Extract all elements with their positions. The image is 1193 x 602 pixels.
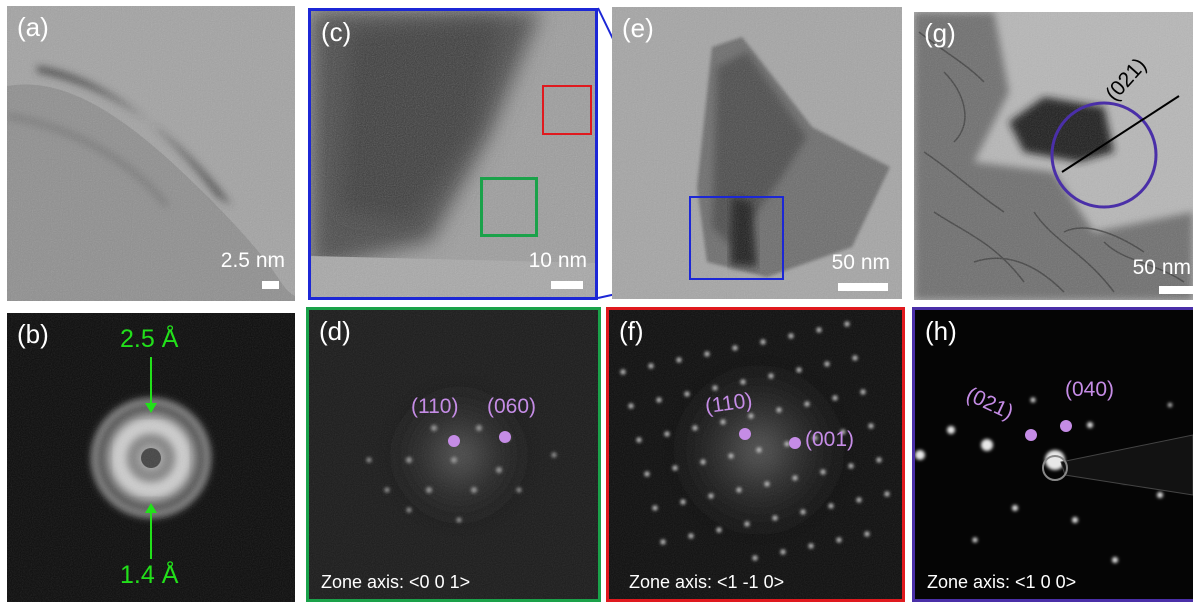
scale-bar-label: 10 nm xyxy=(528,249,587,272)
hrtem-particle-edge xyxy=(311,11,595,297)
hrtem-lattice-image xyxy=(7,6,295,301)
scale-bar xyxy=(1159,286,1193,294)
scale-bar xyxy=(838,283,888,291)
tem-particle-image xyxy=(612,7,902,299)
spot-label-110: (110) xyxy=(411,395,459,418)
panel-a-hrtem-image: (a) 2.5 nm xyxy=(7,6,295,301)
panel-e-tem-image: (e) 50 nm xyxy=(612,7,902,299)
panel-b-fft: (b) 2.5 Å 1.4 Å xyxy=(7,313,295,602)
d-spacing-bottom-label: 1.4 Å xyxy=(120,561,179,589)
region-marker-red xyxy=(542,85,592,135)
scale-bar-label: 50 nm xyxy=(831,251,890,274)
panel-label: (e) xyxy=(622,13,654,43)
scale-bar-label: 2.5 nm xyxy=(220,249,285,272)
panel-label: (a) xyxy=(17,12,49,42)
panel-label: (c) xyxy=(321,17,352,47)
fft-spot-pattern xyxy=(309,310,598,599)
orientation-overlay xyxy=(1050,95,1180,209)
scale-bar xyxy=(262,281,279,289)
region-marker-green xyxy=(480,177,538,237)
zone-axis-label: Zone axis: <1 0 0> xyxy=(927,572,1077,592)
saed-spot-pattern xyxy=(915,310,1193,599)
spot-marker-110 xyxy=(739,428,751,440)
scale-bar xyxy=(551,281,583,289)
arrow-up-icon xyxy=(145,503,157,559)
panel-h-saed: (h) (021) (040) Zone axis: <1 0 0> xyxy=(912,307,1193,602)
d-spacing-top-label: 2.5 Å xyxy=(120,325,179,353)
spot-marker-110 xyxy=(448,435,460,447)
spot-marker-060 xyxy=(499,431,511,443)
spot-marker-001 xyxy=(789,437,801,449)
scale-bar-label: 50 nm xyxy=(1132,256,1191,279)
fft-spot-pattern xyxy=(609,310,902,599)
zone-axis-label: Zone axis: <1 -1 0> xyxy=(629,572,785,592)
zoom-region-marker xyxy=(689,196,784,280)
panel-label: (d) xyxy=(319,316,351,346)
panel-f-diffraction: (f) (110) (001) Zone axis: <1 -1 0> xyxy=(606,307,905,602)
spot-marker-021 xyxy=(1025,429,1037,441)
panel-label: (h) xyxy=(925,316,957,346)
panel-label: (f) xyxy=(619,316,644,346)
panel-label: (g) xyxy=(924,18,956,48)
spot-label-060: (060) xyxy=(487,395,537,418)
spot-label-001: (001) xyxy=(805,428,855,451)
panel-g-tem-image: (g) (021) 50 nm xyxy=(914,12,1193,300)
panel-label: (b) xyxy=(17,319,49,349)
zone-axis-label: Zone axis: <0 0 1> xyxy=(321,572,471,592)
spot-marker-040 xyxy=(1060,420,1072,432)
spot-label-040: (040) xyxy=(1065,378,1115,401)
panel-c-hrtem-image: (c) 10 nm xyxy=(308,8,598,300)
arrow-down-icon xyxy=(145,357,157,413)
panel-d-diffraction: (d) (110) (060) Zone axis: <0 0 1> xyxy=(306,307,601,602)
